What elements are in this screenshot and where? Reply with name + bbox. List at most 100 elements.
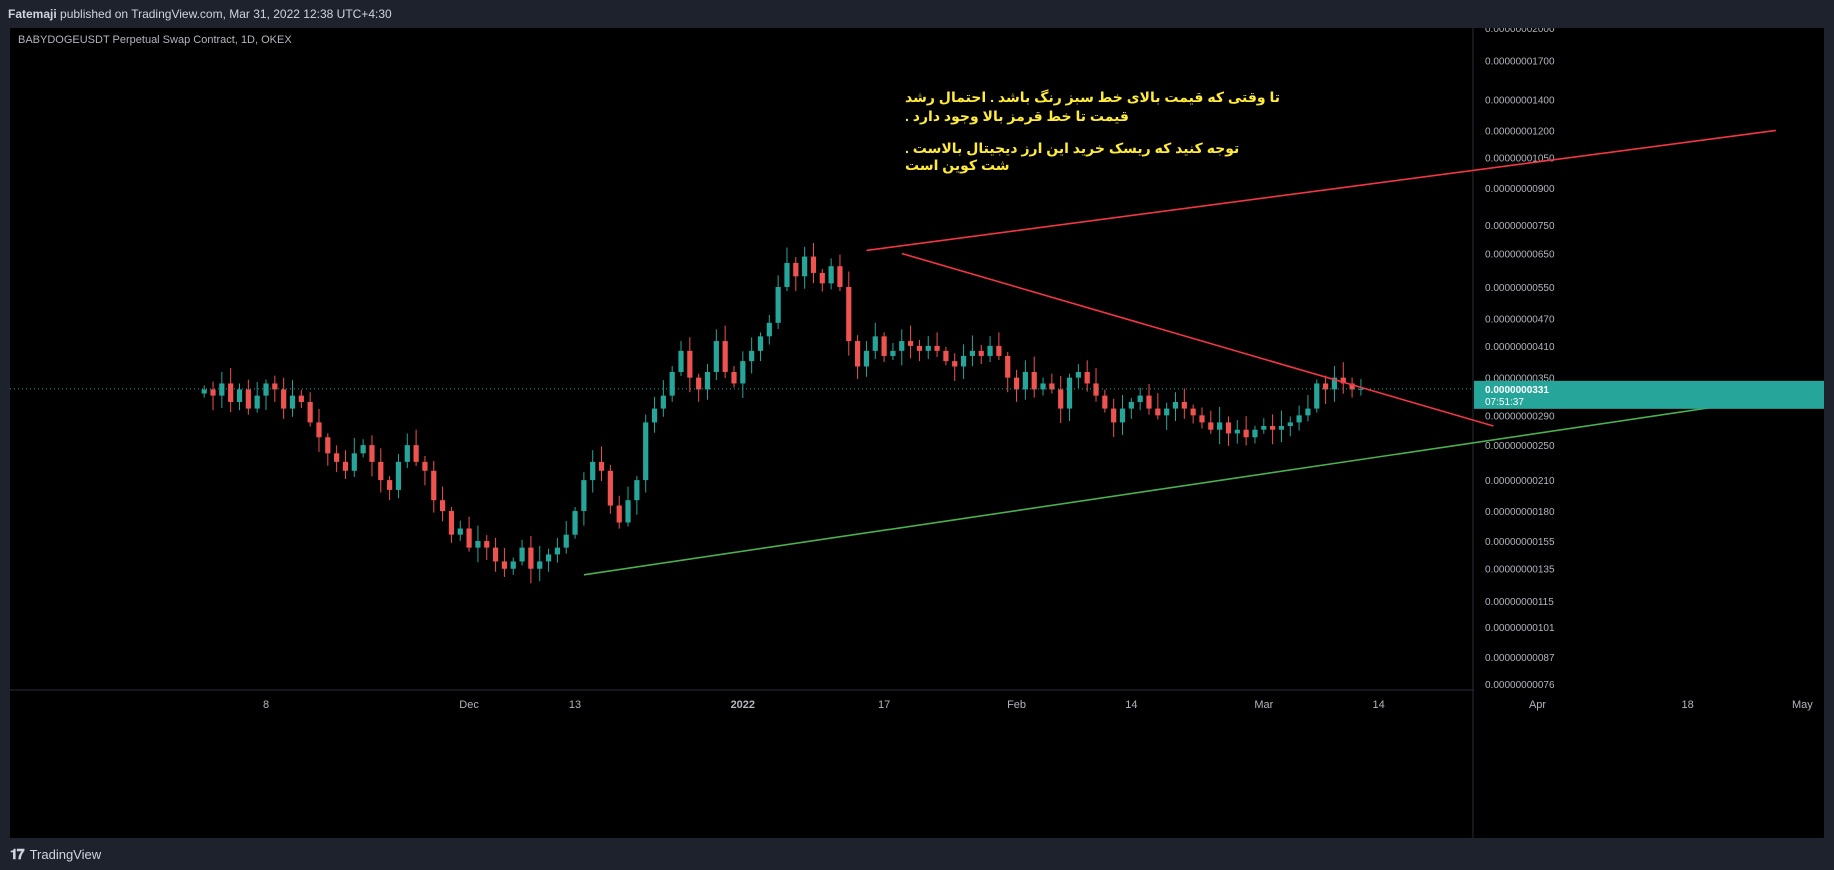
candle-body — [784, 262, 790, 287]
candle-body — [413, 445, 419, 462]
candle-body — [1084, 371, 1090, 384]
candle-body — [1270, 426, 1276, 430]
x-tick-label: Apr — [1529, 699, 1546, 711]
candle-body — [545, 554, 552, 562]
candle-body — [625, 500, 631, 523]
x-tick-label: 2022 — [731, 699, 755, 711]
candle-body — [554, 547, 560, 555]
candle-body — [943, 350, 949, 362]
x-tick-label: Mar — [1254, 699, 1273, 711]
candle-body — [1208, 422, 1214, 430]
candle-body — [616, 505, 622, 523]
y-tick-label: 0.00000000750 — [1485, 221, 1555, 232]
candle-body — [696, 377, 702, 390]
candle-body — [1261, 426, 1267, 430]
candle-body — [634, 480, 640, 501]
candle-body — [342, 461, 349, 471]
candlestick-chart[interactable]: 0.00000002000 0.00000001700 0.00000001400 0… — [10, 24, 1834, 838]
candle-body — [1066, 377, 1073, 409]
trendline-red_resistance_upper — [866, 129, 1777, 252]
y-tick-label: 0.00000002000 — [1485, 28, 1555, 35]
candle-body — [1040, 383, 1046, 390]
candle-body — [201, 389, 207, 394]
candle-body — [395, 461, 402, 490]
candle-body — [740, 361, 746, 384]
candle-body — [236, 389, 243, 402]
candle-body — [819, 272, 825, 284]
annotation-line-1: تا وقتی که قیمت بالای خط سبز رنگ باشد . … — [905, 89, 1280, 106]
y-tick-label: 0.00000000101 — [1485, 623, 1555, 634]
candle-body — [704, 371, 711, 390]
candle-body — [775, 286, 781, 323]
candle-body — [228, 383, 234, 402]
candle-body — [660, 395, 666, 409]
candle-body — [210, 389, 216, 396]
candle-body — [387, 480, 393, 490]
candle-body — [475, 541, 481, 548]
candle-body — [1358, 388, 1364, 390]
candle-body — [263, 383, 269, 396]
candle-body — [1331, 377, 1338, 390]
y-tick-label: 0.00000000180 — [1485, 507, 1555, 518]
candle-body — [713, 341, 719, 372]
candle-body — [881, 336, 887, 356]
candle-body — [916, 345, 923, 351]
candle-body — [1128, 401, 1134, 409]
candle-body — [1296, 415, 1302, 423]
y-tick-label: 0.00000001700 — [1485, 57, 1555, 68]
x-tick-label: 8 — [263, 699, 269, 711]
y-tick-label: 0.00000000076 — [1485, 680, 1555, 691]
candle-body — [510, 561, 516, 569]
y-tick-label: 0.00000000155 — [1485, 537, 1555, 548]
candle-body — [1340, 377, 1346, 384]
candle-body — [1181, 401, 1187, 409]
y-tick-label: 0.00000000210 — [1485, 476, 1555, 487]
candle-body — [581, 480, 587, 512]
candle-body — [289, 395, 296, 409]
y-tick-label: 0.00000000135 — [1485, 565, 1555, 576]
candle-body — [1234, 429, 1240, 434]
candle-body — [572, 511, 578, 535]
y-tick-label: 0.00000000900 — [1485, 184, 1555, 195]
annotation-line-2: قیمت تا خط قرمز بالا وجود دارد . — [905, 108, 1129, 125]
candle-body — [519, 547, 525, 562]
annotation-line-4: شت کوین است — [905, 157, 1010, 174]
candle-body — [378, 461, 384, 481]
y-tick-label: 0.00000000410 — [1485, 342, 1555, 353]
candle-body — [952, 361, 958, 367]
publisher-name[interactable]: Fatemaji — [8, 7, 57, 21]
y-tick-label: 0.00000000115 — [1485, 597, 1554, 608]
tradingview-logo[interactable]: 𝟏𝟕 TradingView — [10, 846, 101, 863]
tradingview-brand: TradingView — [29, 847, 102, 862]
candle-body — [925, 345, 931, 351]
candle-body — [1190, 408, 1196, 416]
candle-body — [272, 383, 278, 390]
y-tick-label: 0.00000001400 — [1485, 96, 1555, 107]
candle-body — [1252, 429, 1258, 438]
candle-body — [369, 445, 375, 462]
candle-body — [422, 461, 428, 471]
annotation-line-3: توجه کنید که ریسک خرید این ارز دیجیتال ب… — [905, 140, 1239, 157]
candle-body — [607, 470, 613, 506]
candle-body — [1093, 383, 1099, 396]
candle-body — [899, 341, 905, 351]
candle-body — [1323, 383, 1329, 390]
candle-body — [307, 401, 313, 423]
candle-body — [431, 470, 437, 501]
candle-body — [316, 422, 322, 438]
price-axis-bg — [1474, 28, 1824, 838]
candle-body — [590, 461, 596, 481]
candle-body — [281, 389, 287, 409]
candle-body — [1005, 355, 1011, 378]
candle-body — [1146, 395, 1152, 409]
chart-area[interactable]: 0.00000002000 0.00000001700 0.00000001400 0… — [10, 24, 1834, 838]
symbol-label: BABYDOGEUSDT Perpetual Swap Contract, 1D… — [18, 34, 292, 46]
candle-body — [360, 445, 366, 454]
candle-body — [1022, 371, 1028, 390]
candle-body — [643, 422, 649, 481]
candle-body — [837, 266, 843, 287]
candle-body — [872, 336, 878, 351]
candle-body — [1102, 395, 1108, 409]
publisher-bar: Fatemaji published on TradingView.com, M… — [0, 0, 1834, 28]
y-tick-label: 0.00000000550 — [1485, 283, 1555, 294]
